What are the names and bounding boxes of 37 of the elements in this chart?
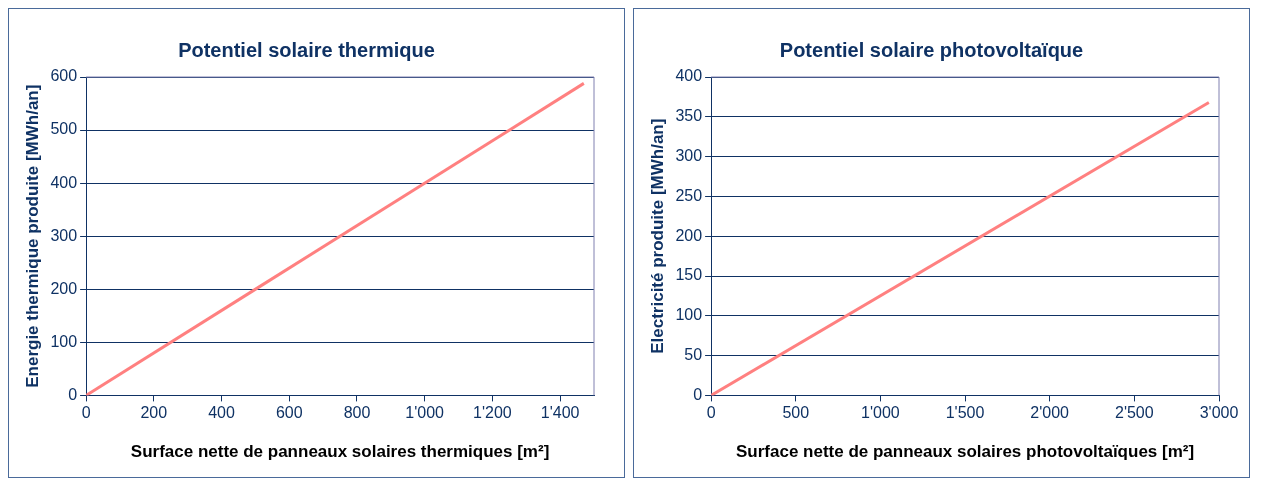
x-tick-label: 2'000 (1030, 404, 1070, 422)
y-axis-title: Energie thermique produite [MWh/an] (22, 84, 42, 388)
chart-title: Potentiel solaire photovoltaïque (779, 38, 1084, 61)
y-tick-label: 0 (68, 385, 78, 403)
y-tick-label: 600 (50, 67, 78, 85)
x-tick-label: 800 (343, 404, 371, 422)
x-tick-label: 0 (706, 404, 716, 422)
y-tick-label: 50 (684, 346, 703, 364)
y-tick-label: 350 (675, 107, 703, 125)
x-tick-label: 2'500 (1115, 404, 1154, 422)
y-tick-label: 200 (50, 279, 78, 297)
x-tick-label: 1'500 (945, 404, 985, 422)
x-tick-label: 600 (275, 404, 303, 422)
y-tick-label: 300 (50, 226, 78, 244)
y-tick-label: 100 (675, 306, 703, 324)
y-tick-label: 400 (50, 173, 78, 191)
y-tick-label: 300 (675, 147, 703, 165)
y-tick-label: 400 (675, 67, 703, 85)
y-axis-title: Electricité produite [MWh/an] (647, 118, 667, 354)
x-tick-label: 1'000 (861, 404, 900, 422)
y-tick-label: 0 (693, 385, 703, 403)
y-tick-label: 200 (675, 226, 703, 244)
x-tick-label: 1'400 (540, 404, 580, 422)
y-tick-label: 250 (675, 186, 703, 204)
chart-title: Potentiel solaire thermique (178, 38, 435, 61)
y-tick-label: 100 (50, 332, 78, 350)
x-tick-label: 1'000 (405, 404, 445, 422)
x-tick-label: 500 (782, 404, 810, 422)
y-tick-label: 500 (50, 120, 78, 138)
x-tick-label: 1'200 (473, 404, 512, 422)
x-axis-title: Surface nette de panneaux solaires thermiques [m²] (130, 442, 550, 462)
x-tick-label: 400 (208, 404, 235, 422)
y-tick-label: 150 (675, 266, 703, 284)
x-tick-label: 200 (140, 404, 168, 422)
x-tick-label: 0 (81, 404, 91, 422)
x-tick-label: 3'000 (1199, 404, 1239, 422)
x-axis-title: Surface nette de panneaux solaires photovoltaïques [m²] (735, 442, 1195, 462)
